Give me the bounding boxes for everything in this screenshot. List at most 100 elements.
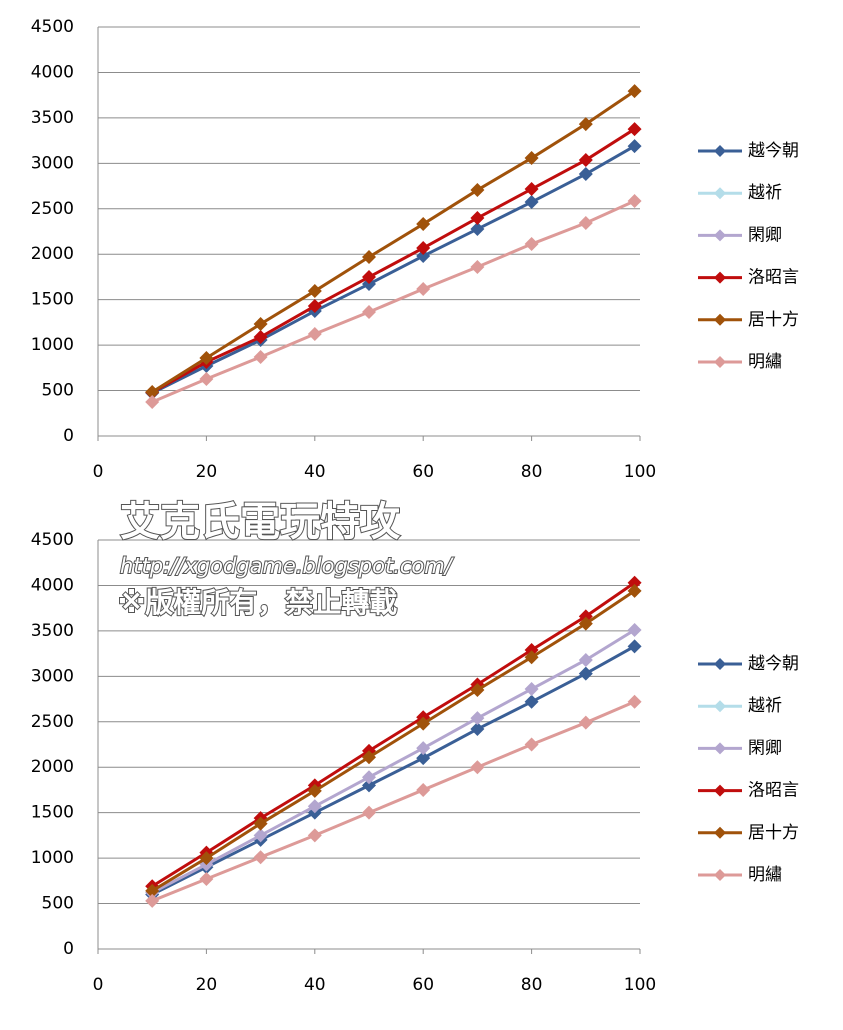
point-marker [199, 372, 214, 387]
point-marker [362, 250, 376, 265]
y-tick-label: 1000 [31, 335, 74, 355]
point-marker [199, 872, 214, 887]
watermark-title: 艾克氏電玩特攻 [120, 499, 400, 545]
point-marker [416, 282, 431, 297]
point-marker [578, 666, 593, 681]
x-tick-label: 0 [93, 975, 104, 995]
point-marker [307, 799, 322, 814]
legend-marker [714, 145, 726, 157]
point-marker [470, 211, 485, 226]
legend-label: 越今朝 [748, 654, 799, 674]
point-marker [627, 622, 642, 637]
legend-marker [714, 742, 726, 755]
point-marker [627, 575, 642, 590]
point-marker [470, 722, 485, 737]
legend-label: 居十方 [748, 310, 799, 330]
x-tick-label: 100 [624, 462, 656, 482]
series-line [151, 144, 636, 395]
series-line [151, 700, 636, 903]
point-marker [362, 770, 376, 785]
point-marker [627, 583, 642, 598]
y-tick-label: 0 [63, 426, 74, 446]
point-marker [307, 783, 322, 798]
series-line [151, 645, 636, 896]
legend-label: 越祈 [748, 696, 782, 716]
point-marker [470, 222, 485, 237]
legend-label: 越祈 [748, 183, 782, 203]
y-tick-label: 4500 [31, 17, 74, 37]
point-marker [253, 816, 268, 831]
point-marker [307, 828, 322, 843]
x-tick-label: 100 [624, 975, 656, 995]
point-marker [524, 182, 539, 197]
point-marker [307, 284, 322, 299]
x-tick-label: 20 [196, 975, 218, 995]
x-tick-label: 80 [521, 462, 543, 482]
point-marker [627, 122, 642, 137]
y-tick-label: 0 [63, 939, 74, 959]
point-marker [627, 194, 642, 209]
x-tick-label: 40 [304, 462, 326, 482]
point-marker [145, 883, 160, 898]
legend-marker [714, 658, 726, 670]
y-tick-label: 4000 [31, 575, 74, 595]
watermark-url: http://xgodgame.blogspot.com/ [120, 554, 454, 578]
legend-label: 明繡 [748, 865, 782, 885]
point-marker [578, 715, 593, 730]
y-tick-label: 3500 [31, 621, 74, 641]
point-marker [627, 694, 642, 709]
y-tick-label: 4000 [31, 62, 74, 82]
point-marker [578, 117, 593, 132]
point-marker [362, 270, 376, 285]
y-tick-label: 3000 [31, 153, 74, 173]
x-tick-label: 40 [304, 975, 326, 995]
legend-label: 明繡 [748, 352, 782, 372]
point-marker [627, 139, 642, 154]
legend-marker [714, 700, 726, 713]
y-tick-label: 1000 [31, 848, 74, 868]
point-marker [524, 650, 539, 665]
point-marker [416, 782, 431, 797]
point-marker [253, 350, 268, 365]
series-line [151, 89, 636, 394]
point-marker [416, 217, 431, 232]
point-marker [524, 195, 539, 210]
point-marker [578, 616, 593, 631]
legend-marker [714, 187, 726, 200]
y-tick-label: 2000 [31, 757, 74, 777]
point-marker [470, 711, 485, 726]
point-marker [470, 682, 485, 697]
legend-label: 居十方 [748, 823, 799, 843]
watermark-notice: ※版權所有，禁止轉載 [118, 586, 397, 619]
point-marker [524, 694, 539, 709]
point-marker [416, 249, 431, 264]
point-marker [145, 385, 160, 400]
series-line [151, 581, 636, 888]
point-marker [307, 299, 322, 314]
point-marker [578, 153, 593, 168]
legend-marker [714, 826, 726, 839]
y-tick-label: 2500 [31, 712, 74, 732]
point-marker [578, 652, 593, 667]
point-marker [627, 639, 642, 654]
point-marker [578, 216, 593, 231]
point-marker [199, 351, 214, 366]
y-tick-label: 1500 [31, 290, 74, 310]
point-marker [524, 151, 539, 166]
point-marker [145, 893, 160, 908]
legend-marker [714, 869, 726, 881]
y-tick-label: 1500 [31, 803, 74, 823]
legend-label: 洛昭言 [748, 268, 799, 288]
series-line [151, 589, 636, 893]
legend-marker [714, 271, 726, 284]
legend-marker [714, 229, 726, 242]
point-marker [253, 317, 268, 332]
x-tick-label: 60 [412, 975, 434, 995]
y-tick-label: 500 [42, 894, 74, 914]
x-tick-label: 80 [521, 975, 543, 995]
point-marker [416, 241, 431, 256]
legend-label: 洛昭言 [748, 781, 799, 801]
legend-marker [714, 313, 726, 326]
point-marker [362, 305, 376, 320]
